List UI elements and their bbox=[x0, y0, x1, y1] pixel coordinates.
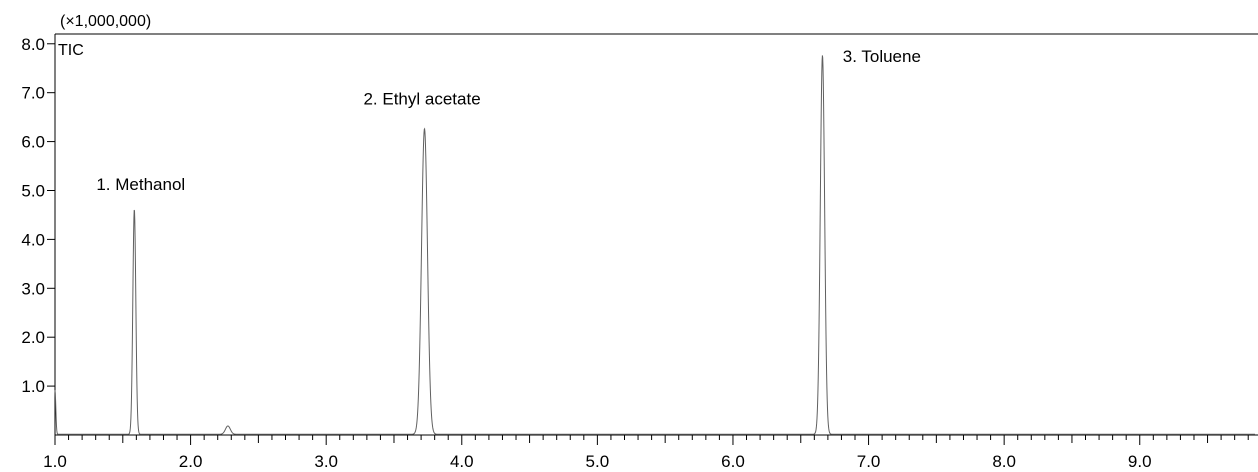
y-tick-label: 4.0 bbox=[21, 230, 45, 249]
y-tick-label: 8.0 bbox=[21, 35, 45, 54]
x-tick-label: 2.0 bbox=[179, 452, 203, 471]
x-tick-label: 6.0 bbox=[721, 452, 745, 471]
y-tick-label: 2.0 bbox=[21, 328, 45, 347]
peak-labels: 1. Methanol 2. Ethyl acetate 3. Toluene bbox=[96, 47, 921, 194]
y-multiplier-label: (×1,000,000) bbox=[60, 13, 151, 30]
x-tick-label: 5.0 bbox=[586, 452, 610, 471]
tic-trace-line bbox=[54, 55, 1255, 435]
y-tick-label: 5.0 bbox=[21, 181, 45, 200]
y-tick-label: 1.0 bbox=[21, 377, 45, 396]
x-tick-label: 1.0 bbox=[43, 452, 67, 471]
x-ticks: 1.0 2.0 3.0 4.0 5.0 6.0 7.0 8.0 9.0 bbox=[43, 435, 1249, 471]
peak-label: 1. Methanol bbox=[96, 175, 185, 194]
x-tick-label: 4.0 bbox=[450, 452, 474, 471]
signal-label: TIC bbox=[58, 42, 84, 59]
y-tick-label: 3.0 bbox=[21, 279, 45, 298]
peak-label: 2. Ethyl acetate bbox=[363, 89, 480, 108]
x-tick-label: 9.0 bbox=[1128, 452, 1152, 471]
series bbox=[54, 55, 1255, 435]
x-tick-label: 8.0 bbox=[992, 452, 1016, 471]
x-tick-label: 7.0 bbox=[857, 452, 881, 471]
peak-label: 3. Toluene bbox=[843, 47, 921, 66]
y-tick-label: 7.0 bbox=[21, 84, 45, 103]
y-ticks: 1.0 2.0 3.0 4.0 5.0 6.0 7.0 8.0 bbox=[21, 35, 55, 396]
axes bbox=[54, 33, 1258, 436]
y-tick-label: 6.0 bbox=[21, 133, 45, 152]
x-tick-label: 3.0 bbox=[314, 452, 338, 471]
